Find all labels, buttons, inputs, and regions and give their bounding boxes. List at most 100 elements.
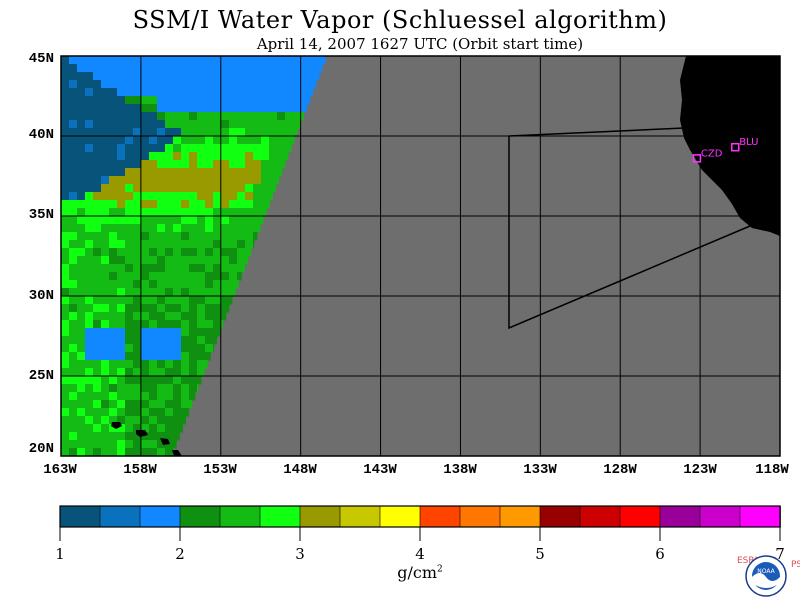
- field-cell: [253, 120, 262, 129]
- field-cell: [109, 368, 118, 377]
- field-cell: [77, 336, 86, 345]
- field-cell: [229, 200, 238, 209]
- field-cell: [61, 432, 70, 441]
- field-cell: [213, 304, 222, 313]
- field-cell: [245, 136, 254, 145]
- field-cell: [157, 376, 166, 385]
- field-cell: [141, 288, 150, 297]
- field-cell: [93, 80, 102, 89]
- field-cell: [165, 424, 174, 433]
- field-cell: [69, 400, 78, 409]
- field-cell: [109, 160, 118, 169]
- field-cell: [189, 248, 198, 257]
- field-cell: [253, 80, 262, 89]
- field-cell: [125, 344, 134, 353]
- field-cell: [149, 320, 158, 329]
- field-cell: [165, 96, 174, 105]
- lat-label-30n: 30N: [28, 288, 54, 304]
- field-cell: [165, 136, 174, 145]
- station-markers: CZD BLU: [692, 137, 759, 163]
- field-cell: [213, 344, 214, 353]
- station-label-blu: BLU: [739, 137, 758, 148]
- field-cell: [157, 200, 166, 209]
- field-cell: [117, 416, 126, 425]
- field-cell: [85, 344, 94, 353]
- lon-label-138w: 138W: [443, 462, 477, 478]
- field-cell: [157, 248, 166, 257]
- field-cell: [173, 160, 182, 169]
- field-cell: [101, 368, 110, 377]
- field-cell: [181, 408, 190, 417]
- field-cell: [189, 272, 198, 281]
- field-cell: [125, 192, 134, 201]
- field-cell: [261, 96, 270, 105]
- field-cell: [69, 112, 78, 121]
- field-cell: [149, 248, 158, 257]
- field-cell: [85, 440, 94, 449]
- field-cell: [157, 272, 166, 281]
- field-cell: [245, 120, 254, 129]
- field-cell: [109, 440, 118, 449]
- field-cell: [141, 440, 150, 449]
- colorbar-swatch: [619, 505, 661, 528]
- field-cell: [61, 64, 70, 73]
- field-cell: [213, 208, 222, 217]
- field-cell: [165, 336, 174, 345]
- field-cell: [189, 360, 198, 369]
- field-cell: [69, 168, 78, 177]
- field-cell: [149, 208, 158, 217]
- field-cell: [173, 128, 182, 137]
- field-cell: [181, 272, 190, 281]
- field-cell: [125, 104, 134, 113]
- field-cell: [109, 312, 118, 321]
- field-cell: [309, 80, 317, 89]
- field-cell: [229, 80, 238, 89]
- field-cell: [293, 88, 302, 97]
- field-cell: [141, 176, 150, 185]
- field-cell: [85, 304, 94, 313]
- field-cell: [141, 224, 150, 233]
- field-cell: [109, 208, 118, 217]
- lon-label-118w: 118W: [755, 462, 789, 478]
- field-cell: [149, 136, 158, 145]
- field-cell: [173, 248, 182, 257]
- field-cell: [197, 80, 206, 89]
- field-cell: [189, 88, 198, 97]
- field-cell: [261, 64, 270, 73]
- field-cell: [109, 240, 118, 249]
- field-cell: [189, 208, 198, 217]
- field-cell: [237, 80, 246, 89]
- field-cell: [61, 168, 70, 177]
- field-cell: [109, 288, 118, 297]
- field-cell: [149, 264, 158, 273]
- field-cell: [317, 56, 326, 65]
- field-cell: [101, 80, 110, 89]
- field-cell: [85, 264, 94, 273]
- field-cell: [165, 272, 174, 281]
- field-cell: [253, 240, 255, 249]
- field-cell: [173, 208, 182, 217]
- colorbar-swatch: [219, 505, 261, 528]
- field-cell: [93, 184, 102, 193]
- field-cell: [61, 344, 70, 353]
- lat-label-20n: 20N: [28, 441, 54, 457]
- field-cell: [213, 64, 222, 73]
- field-cell: [85, 240, 94, 249]
- field-cell: [69, 88, 78, 97]
- field-cell: [205, 168, 214, 177]
- field-cell: [117, 328, 126, 337]
- field-cell: [125, 320, 134, 329]
- field-cell: [133, 288, 142, 297]
- field-cell: [213, 176, 222, 185]
- field-cell: [245, 256, 248, 265]
- field-cell: [141, 416, 150, 425]
- field-cell: [269, 128, 278, 137]
- field-cell: [149, 312, 158, 321]
- field-cell: [213, 240, 222, 249]
- field-cell: [141, 96, 150, 105]
- field-cell: [125, 256, 134, 265]
- field-cell: [277, 152, 286, 161]
- field-cell: [61, 360, 70, 369]
- field-cell: [101, 400, 110, 409]
- field-cell: [245, 96, 254, 105]
